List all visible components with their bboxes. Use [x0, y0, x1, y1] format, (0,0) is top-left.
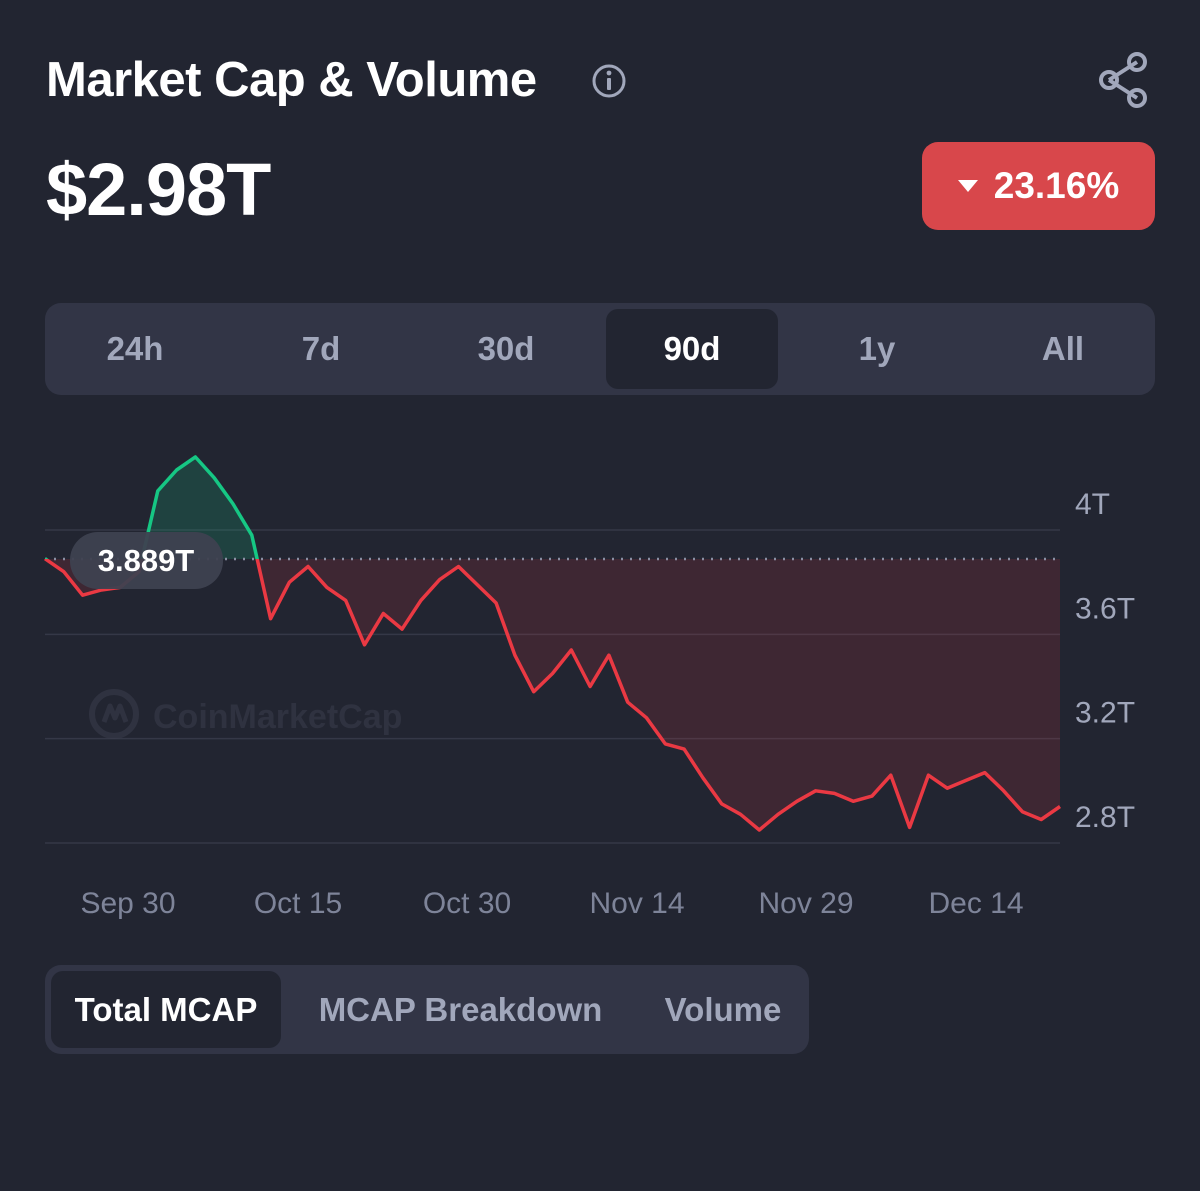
- x-tick-label: Oct 15: [254, 887, 342, 920]
- tab-all[interactable]: All: [1041, 330, 1085, 367]
- x-tick-label: Nov 29: [758, 887, 853, 920]
- series-line-down: [44, 558, 1061, 832]
- tab-volume[interactable]: Volume: [664, 990, 782, 1028]
- change-badge: 23.16%: [922, 142, 1155, 230]
- caret-down-icon: [957, 180, 978, 192]
- series-line-up: [44, 455, 259, 559]
- area-below-reference: [45, 558, 1060, 830]
- reference-label: 3.889T: [70, 532, 223, 589]
- x-tick-label: Sep 30: [80, 887, 175, 920]
- tab-7d[interactable]: 7d: [301, 330, 341, 367]
- area-above-reference: [45, 457, 258, 559]
- tab-90d[interactable]: 90d: [606, 309, 778, 389]
- market-cap-value: $2.98T: [46, 148, 271, 231]
- y-tick-label: 3.2T: [1075, 697, 1135, 730]
- tab-30d[interactable]: 30d: [477, 330, 535, 367]
- y-axis-labels: 4T 3.6T 3.2T 2.8T: [1075, 488, 1135, 834]
- time-range-tabs: 24h 7d 30d 90d 1y All: [45, 303, 1155, 395]
- x-tick-label: Dec 14: [928, 887, 1023, 920]
- x-tick-label: Nov 14: [589, 887, 684, 920]
- chart-type-tabs: Total MCAP MCAP Breakdown Volume: [45, 965, 809, 1054]
- reference-value-label: 3.889T: [98, 543, 195, 578]
- tab-total-mcap[interactable]: Total MCAP: [51, 971, 281, 1048]
- y-tick-label: 2.8T: [1075, 801, 1135, 834]
- coinmarketcap-logo-icon: [89, 689, 139, 739]
- coinmarketcap-logo-mark: [101, 703, 129, 723]
- x-tick-label: Oct 30: [423, 887, 511, 920]
- tab-mcap-breakdown[interactable]: MCAP Breakdown: [318, 990, 603, 1028]
- tab-1y[interactable]: 1y: [858, 330, 896, 367]
- watermark-text: CoinMarketCap: [153, 698, 402, 736]
- share-icon[interactable]: [1094, 50, 1152, 110]
- tab-24h[interactable]: 24h: [106, 330, 164, 367]
- y-tick-label: 3.6T: [1075, 592, 1135, 625]
- y-tick-label: 4T: [1075, 488, 1110, 521]
- change-percent: 23.16%: [993, 165, 1120, 206]
- market-cap-chart[interactable]: CoinMarketCap 3.889T 4T 3.6T 3.2T 2.8T Sep …: [0, 400, 1200, 960]
- chart-gridlines: [45, 529, 1060, 844]
- info-icon[interactable]: [590, 62, 628, 100]
- page-title: Market Cap & Volume: [46, 53, 537, 107]
- x-axis-labels: Sep 30 Oct 15 Oct 30 Nov 14 Nov 29 Dec 14: [80, 887, 1023, 920]
- watermark: CoinMarketCap: [89, 689, 402, 739]
